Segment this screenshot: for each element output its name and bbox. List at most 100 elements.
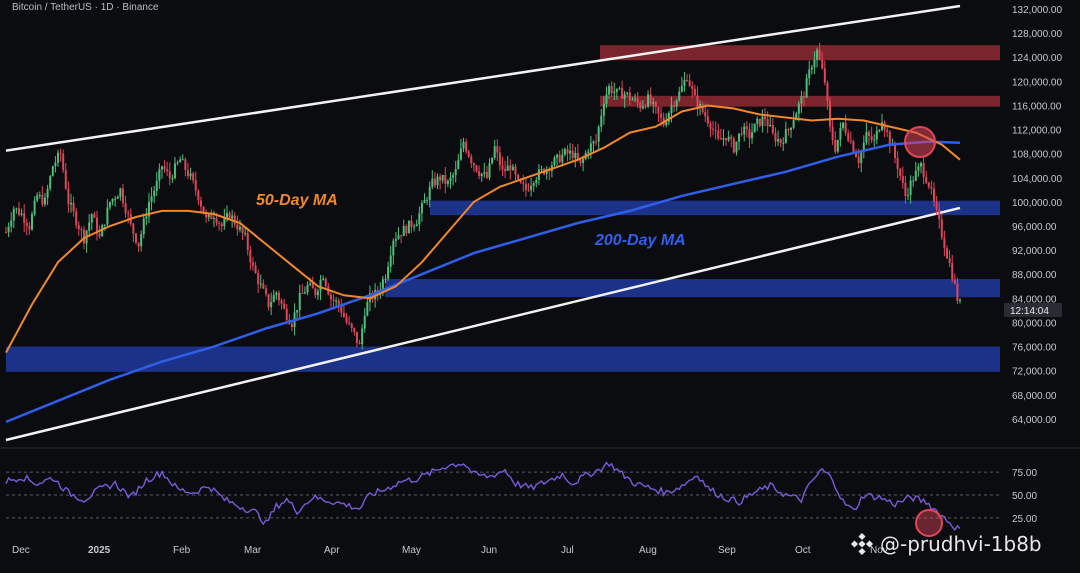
candle-body — [478, 171, 481, 177]
candle-body — [306, 284, 309, 293]
candle-body — [641, 106, 644, 109]
candle-body — [246, 233, 249, 250]
candle-body — [340, 304, 343, 314]
candle-body — [311, 283, 314, 289]
candle-body — [795, 113, 798, 121]
candle-body — [457, 159, 460, 170]
candle-body — [218, 223, 221, 225]
candle-body — [639, 102, 642, 109]
candle-body — [496, 146, 499, 153]
price-tick: 68,000.00 — [1012, 391, 1057, 402]
candle-body — [657, 106, 660, 114]
support-zone — [385, 279, 1000, 298]
candle-body — [420, 203, 423, 214]
candle-body — [730, 136, 733, 139]
candle-body — [589, 143, 592, 152]
candle-body — [563, 149, 566, 155]
candle-body — [283, 303, 286, 309]
candle-body — [688, 80, 691, 86]
candle-body — [613, 91, 616, 93]
candle-body — [597, 126, 600, 142]
candle-body — [114, 198, 117, 200]
candle-body — [847, 133, 850, 141]
candle-body — [878, 130, 881, 132]
candle-body — [790, 127, 793, 130]
candle-body — [17, 208, 20, 215]
candle-body — [202, 206, 205, 214]
candle-body — [431, 178, 434, 188]
candle-body — [290, 323, 293, 327]
candle-body — [784, 129, 787, 143]
candle-body — [930, 186, 933, 189]
candle-body — [249, 249, 252, 263]
current-price-label: 12:14:04 — [1010, 306, 1049, 317]
candle-body — [12, 208, 15, 221]
price-tick: 80,000.00 — [1012, 318, 1057, 329]
candle-body — [901, 175, 904, 183]
candle-body — [207, 213, 210, 218]
candle-body — [72, 202, 75, 212]
price-tick: 116,000.00 — [1012, 101, 1062, 112]
candle-body — [852, 141, 855, 152]
candle-body — [199, 200, 202, 207]
candle-body — [535, 179, 538, 184]
candle-body — [751, 132, 754, 139]
candle-body — [329, 294, 332, 300]
candle-body — [184, 159, 187, 170]
candle-body — [714, 129, 717, 131]
candle-body — [418, 213, 421, 225]
candle-body — [925, 177, 928, 183]
candle-body — [571, 150, 574, 159]
time-axis[interactable]: Dec 2025 Feb Mar Apr May Jun Jul Aug Sep Oct Nov — [12, 545, 888, 556]
candle-body — [402, 226, 405, 237]
chart-title: Bitcoin / TetherUS · 1D · Binance — [12, 2, 159, 13]
rsi-panel — [5, 461, 961, 532]
candle-body — [210, 213, 213, 219]
candle-body — [696, 95, 699, 108]
candle-body — [654, 102, 657, 107]
channel-line-lower — [5, 206, 961, 442]
candle-body — [660, 113, 663, 118]
candle-body — [342, 313, 345, 317]
candle-body — [316, 291, 319, 296]
candle-body — [844, 122, 847, 134]
candle-body — [303, 292, 306, 294]
price-axis[interactable]: 132,000.00 128,000.00 124,000.00 120,000.00… — [1012, 5, 1062, 426]
candle-body — [233, 215, 236, 225]
candle-body — [628, 92, 631, 100]
candle-body — [509, 165, 512, 171]
candle-body — [472, 163, 475, 166]
candle-body — [782, 142, 785, 144]
time-tick: 2025 — [88, 545, 111, 556]
candle-body — [569, 150, 572, 154]
candle-body — [166, 169, 169, 172]
candle-body — [238, 226, 241, 230]
rsi-tick: 50.00 — [1012, 491, 1037, 502]
price-channel — [5, 4, 961, 442]
candle-body — [465, 141, 468, 152]
candle-body — [335, 300, 338, 302]
candle-body — [709, 123, 712, 129]
price-tick: 88,000.00 — [1012, 270, 1057, 281]
candle-body — [23, 213, 26, 223]
candle-body — [116, 196, 119, 199]
candle-body — [277, 292, 280, 301]
candle-body — [158, 169, 161, 181]
candle-body — [561, 154, 564, 163]
candle-body — [28, 226, 31, 230]
candle-body — [64, 170, 67, 189]
candle-body — [54, 162, 57, 167]
candle-body — [506, 165, 509, 171]
candle-body — [935, 201, 938, 210]
candle-body — [272, 295, 275, 303]
candle-body — [566, 149, 569, 154]
candle-body — [38, 194, 41, 196]
candle-body — [870, 135, 873, 140]
candle-body — [254, 265, 257, 274]
candle-body — [428, 187, 431, 200]
candle-body — [860, 151, 863, 164]
candle-body — [553, 157, 556, 166]
candle-body — [384, 278, 387, 280]
time-tick: May — [402, 545, 421, 556]
